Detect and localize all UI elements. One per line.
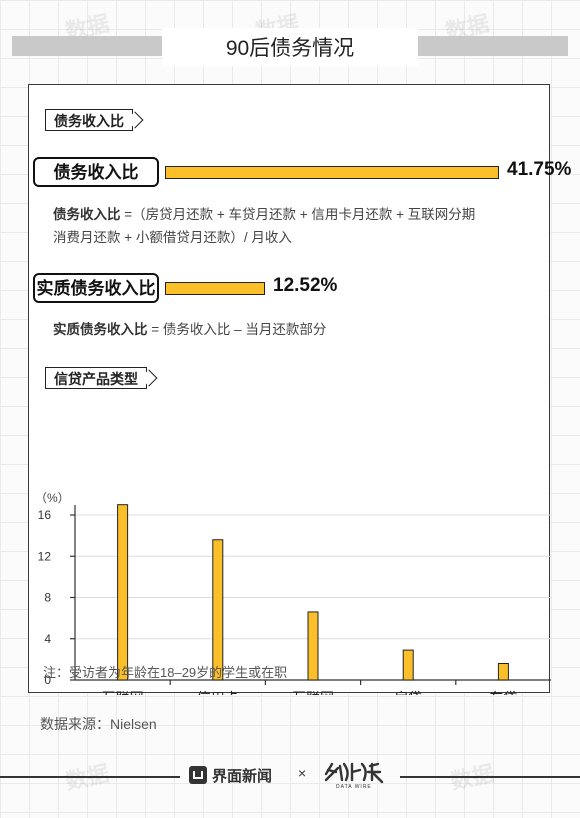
real-debt-ratio-label: 实质债务收入比 (33, 273, 159, 303)
x-category-label: 车贷 (489, 690, 517, 695)
data-wire-logo: DATA WIRE (324, 762, 384, 790)
jiemian-logo-icon (189, 766, 207, 784)
content-panel: 债务收入比 债务收入比 41.75% 债务收入比 =（房贷月还款 + 车贷月还款… (28, 84, 571, 695)
formula2-expression: = 债务收入比 – 当月还款部分 (147, 322, 327, 337)
x-category-label: 互联网 (102, 690, 144, 695)
real-debt-ratio-formula: 实质债务收入比 = 债务收入比 – 当月还款部分 (53, 318, 326, 341)
bar-3 (307, 611, 319, 681)
chart-note: 注：受访者为年龄在18–29岁的学生或在职 (43, 665, 288, 680)
x-category-label: 房贷 (394, 690, 422, 695)
debt-ratio-formula: 债务收入比 =（房贷月还款 + 车贷月还款 + 信用卡月还款 + 互联网分期 消… (53, 203, 475, 249)
bar-4 (402, 649, 414, 681)
y-tick-label: 16 (38, 508, 52, 522)
section-tag-debt-ratio: 债务收入比 (45, 109, 133, 131)
page-title: 90后债务情况 (225, 37, 355, 60)
section-tag-credit-types: 信贷产品类型 (45, 367, 147, 389)
times-symbol: × (298, 765, 307, 781)
footer-rule-left (0, 776, 180, 778)
formula-line-2: 消费月还款 + 小额借贷月还款）/ 月收入 (53, 230, 292, 245)
jiemian-logo: 界面新闻 (189, 764, 272, 786)
data-source: 数据来源：Nielsen (40, 716, 157, 732)
y-unit-label: （%） (35, 491, 70, 505)
title-band-plate (162, 28, 418, 66)
debt-ratio-bar (165, 166, 499, 179)
y-tick-label: 0 (44, 673, 51, 687)
formula-line-1: 债务收入比 =（房贷月还款 + 车贷月还款 + 信用卡月还款 + 互联网分期 (53, 203, 475, 226)
x-category-label: 互联网 (292, 690, 334, 695)
credit-type-bar-chart: （%）0481216互联网分期消费信用卡互联网小额借贷房贷车贷 (35, 491, 551, 695)
jiemian-logo-text: 界面新闻 (212, 767, 273, 785)
bar-5 (497, 663, 509, 681)
real-debt-ratio-bar (165, 282, 265, 295)
formula-term: 债务收入比 (53, 207, 121, 222)
data-wire-subtitle: DATA WIRE (336, 784, 372, 790)
bar-2 (212, 539, 224, 681)
debt-ratio-value: 41.75% (507, 159, 572, 180)
title-band: 90后债务情况 (0, 28, 580, 66)
y-tick-label: 8 (44, 591, 51, 605)
footer-rule-right (400, 776, 580, 778)
x-category-label: 信用卡 (197, 690, 239, 695)
real-debt-ratio-value: 12.52% (273, 275, 338, 296)
formula-expression: =（房贷月还款 + 车贷月还款 + 信用卡月还款 + 互联网分期 (120, 207, 476, 222)
y-tick-label: 4 (44, 632, 51, 646)
bar-1 (117, 504, 129, 681)
y-tick-label: 12 (38, 549, 52, 563)
formula2-term: 实质债务收入比 (53, 322, 148, 337)
debt-ratio-label: 债务收入比 (33, 157, 159, 187)
